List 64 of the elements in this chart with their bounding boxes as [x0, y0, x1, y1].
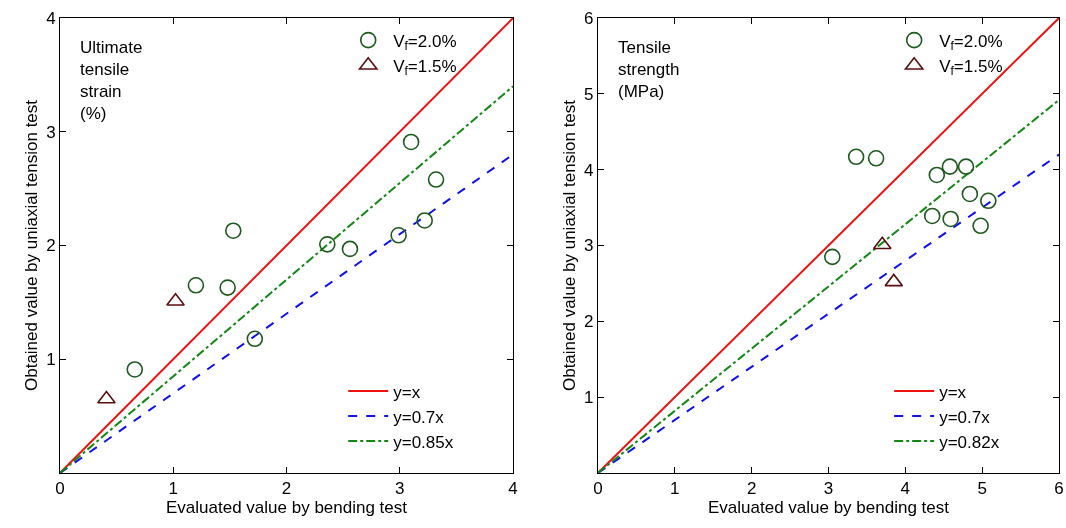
y-axis-title: Obtained value by uniaxial tension test — [559, 99, 579, 392]
point — [980, 192, 997, 210]
y-tick-label: 3 — [46, 122, 56, 142]
annotation: Tensile strength (MPa) — [618, 38, 680, 102]
point — [319, 236, 336, 253]
point — [390, 226, 407, 244]
point — [928, 166, 946, 184]
y-tick-label: 1 — [46, 350, 56, 370]
y-tick-label: 3 — [584, 236, 594, 256]
point — [225, 222, 242, 239]
legend-label: V$_{f}$=2.0% — [939, 31, 1003, 54]
x-tick-label: 1 — [168, 479, 178, 499]
y-tick-label: 1 — [584, 388, 594, 408]
point — [847, 148, 865, 166]
x-tick-label: 3 — [395, 479, 405, 499]
x-tick-label: 1 — [670, 479, 680, 499]
point — [402, 133, 420, 151]
legend-label: y=0.7x — [939, 407, 991, 427]
annotation: Ultimate tensile strain (%) — [80, 38, 143, 124]
legend-label: V$_{f}$=2.0% — [393, 31, 457, 54]
point — [824, 248, 841, 266]
y-tick-label: 2 — [584, 312, 594, 332]
y-axis-title: Obtained value by uniaxial tension test — [21, 99, 41, 392]
legend-label: V$_{f}$=1.5% — [393, 56, 457, 79]
point — [942, 210, 959, 228]
legend-label: y=0.82x — [939, 432, 1000, 452]
x-tick-label: 0 — [593, 479, 603, 499]
point — [246, 330, 264, 348]
x-tick-label: 4 — [508, 479, 518, 499]
point — [884, 273, 904, 287]
point — [972, 217, 989, 235]
legend-label: y=x — [939, 382, 967, 402]
point — [867, 149, 885, 167]
y-tick-label: 2 — [46, 236, 56, 256]
y-tick-label: 5 — [584, 84, 594, 104]
x-axis-title: Evaluated value by bending test — [166, 498, 408, 518]
legend-label: y=0.85x — [393, 432, 454, 452]
y-tick-label: 6 — [584, 8, 594, 28]
x-tick-label: 4 — [900, 479, 911, 499]
x-axis-title: Evaluated value by bending test — [707, 498, 950, 518]
point — [957, 158, 975, 175]
x-tick-label: 5 — [977, 479, 987, 499]
point — [923, 207, 941, 225]
point — [219, 279, 236, 296]
point — [341, 240, 359, 258]
point — [416, 212, 433, 229]
point — [166, 292, 185, 306]
point — [872, 236, 892, 250]
point — [961, 185, 979, 203]
point — [96, 390, 116, 404]
y-tick-label: 4 — [46, 8, 56, 28]
x-tick-label: 2 — [281, 479, 292, 499]
y-tick-label: 4 — [584, 160, 594, 180]
point — [941, 158, 959, 175]
x-tick-label: 3 — [823, 479, 834, 499]
point — [427, 171, 445, 188]
x-tick-label: 2 — [746, 479, 757, 499]
legend-label: y=x — [393, 382, 421, 402]
legend-label: V$_{f}$=1.5% — [939, 56, 1003, 79]
legend-label: y=0.7x — [393, 407, 445, 427]
x-tick-label: 6 — [1054, 479, 1064, 499]
x-tick-label: 0 — [55, 479, 65, 499]
point — [187, 277, 205, 294]
point — [126, 361, 144, 378]
